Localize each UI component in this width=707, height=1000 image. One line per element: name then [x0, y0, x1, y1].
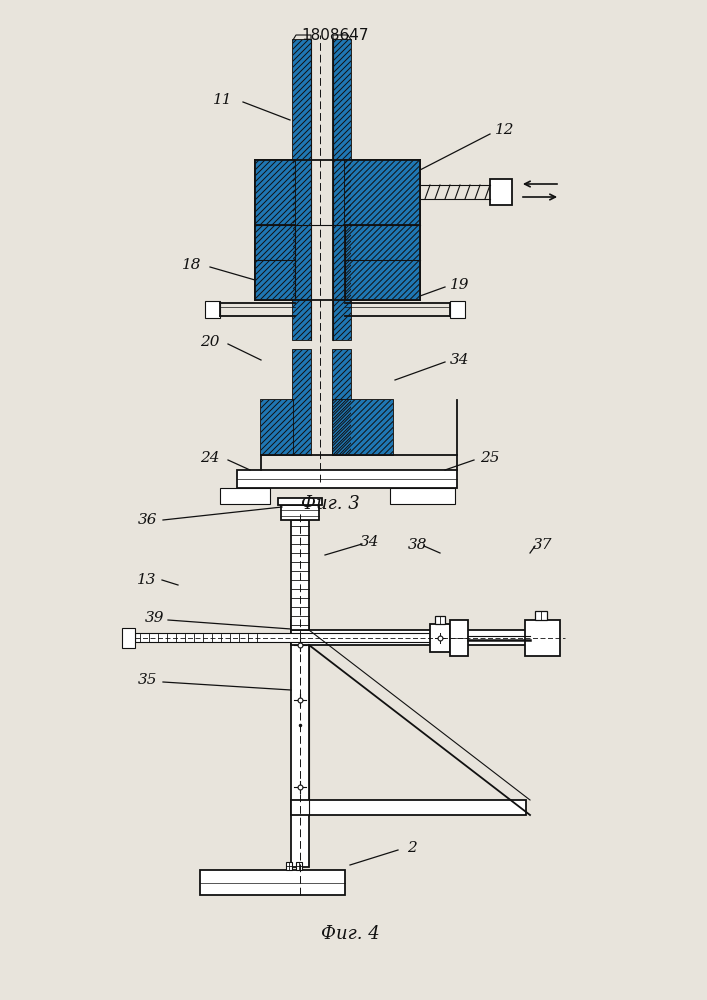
- Text: 19: 19: [450, 278, 469, 292]
- Bar: [135, 633, 430, 642]
- Polygon shape: [345, 160, 420, 225]
- Polygon shape: [333, 350, 351, 455]
- Polygon shape: [261, 400, 293, 455]
- Polygon shape: [345, 225, 420, 300]
- Bar: [200, 870, 345, 895]
- Bar: [286, 862, 292, 870]
- Bar: [430, 624, 450, 652]
- Text: 38: 38: [408, 538, 428, 552]
- Bar: [220, 488, 270, 504]
- Polygon shape: [293, 40, 311, 340]
- Polygon shape: [255, 225, 295, 300]
- Bar: [525, 620, 560, 656]
- Polygon shape: [333, 40, 351, 340]
- Bar: [450, 620, 468, 656]
- Polygon shape: [345, 160, 420, 225]
- Bar: [205, 301, 220, 318]
- Bar: [435, 616, 445, 624]
- Bar: [535, 611, 547, 620]
- Text: 37: 37: [533, 538, 553, 552]
- Polygon shape: [255, 160, 295, 225]
- Bar: [281, 505, 319, 520]
- Bar: [291, 520, 309, 630]
- Bar: [291, 630, 526, 645]
- Bar: [237, 470, 457, 488]
- Text: 11: 11: [214, 93, 233, 107]
- Text: 13: 13: [137, 573, 157, 587]
- Polygon shape: [345, 225, 420, 300]
- Text: 25: 25: [480, 451, 500, 465]
- Text: 24: 24: [200, 451, 220, 465]
- Polygon shape: [293, 350, 311, 455]
- Polygon shape: [255, 160, 295, 225]
- Bar: [296, 862, 302, 870]
- Bar: [450, 301, 465, 318]
- Text: 39: 39: [145, 611, 165, 625]
- Polygon shape: [333, 400, 393, 455]
- Bar: [291, 800, 526, 815]
- Polygon shape: [261, 400, 293, 455]
- Text: 1808647: 1808647: [301, 28, 369, 43]
- Polygon shape: [333, 40, 351, 340]
- Text: 12: 12: [495, 123, 515, 137]
- Text: Фиг. 3: Фиг. 3: [300, 495, 359, 513]
- Polygon shape: [255, 225, 295, 300]
- Bar: [390, 488, 455, 504]
- Text: 34: 34: [450, 353, 469, 367]
- Bar: [490, 179, 512, 205]
- Polygon shape: [333, 350, 351, 455]
- Polygon shape: [333, 400, 393, 455]
- Bar: [122, 628, 135, 648]
- Bar: [278, 498, 322, 505]
- Polygon shape: [293, 40, 311, 340]
- Text: 2: 2: [407, 841, 417, 855]
- Text: 36: 36: [139, 513, 158, 527]
- Polygon shape: [293, 350, 311, 455]
- Text: Фиг. 4: Фиг. 4: [321, 925, 380, 943]
- Bar: [291, 620, 309, 867]
- Text: 20: 20: [200, 335, 220, 349]
- Text: 18: 18: [182, 258, 201, 272]
- Text: 34: 34: [361, 535, 380, 549]
- Text: 35: 35: [139, 673, 158, 687]
